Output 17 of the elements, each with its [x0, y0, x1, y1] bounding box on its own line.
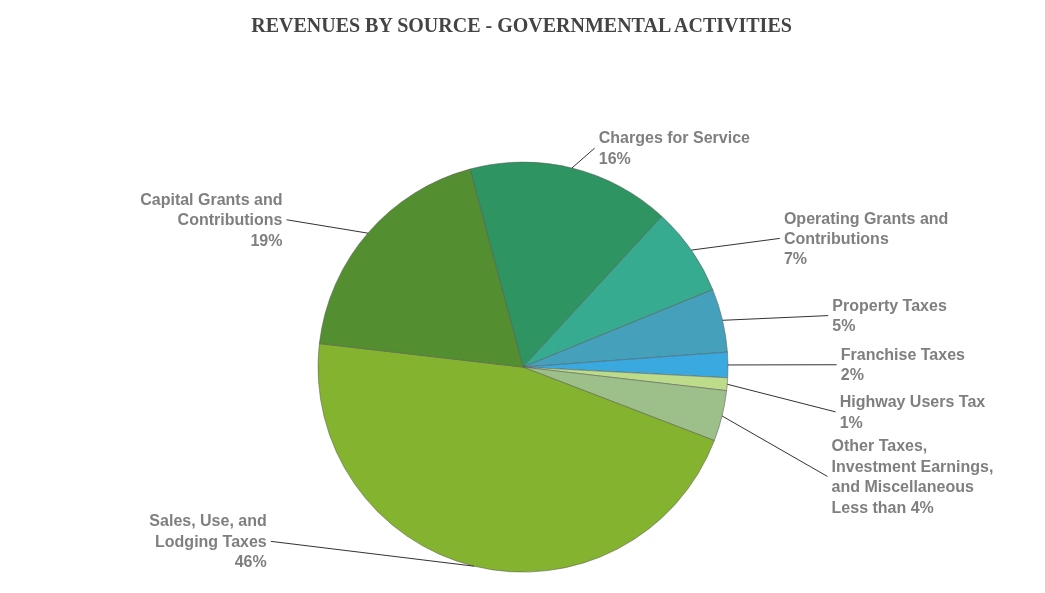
- data-label: 1%: [839, 413, 863, 431]
- slice-label: Operating Grants and Contributions: [783, 209, 949, 247]
- data-label: 5%: [832, 317, 856, 335]
- data-label: 19%: [250, 231, 283, 249]
- slice-label: Property Taxes: [832, 296, 947, 314]
- data-label: 7%: [783, 250, 808, 268]
- slice-label: Charges for Service: [598, 129, 751, 147]
- data-label: Less than 4%: [831, 498, 934, 516]
- data-label: 46%: [234, 553, 267, 571]
- slice-label: Capital Grants and Contributions: [140, 190, 283, 229]
- slice-label: Other Taxes, Investment Earnings, and Miscellaneous: [831, 437, 994, 496]
- data-label: 2%: [840, 366, 864, 384]
- slice-label: Sales, Use, and Lodging Taxes: [149, 512, 267, 550]
- chart-title: REVENUES BY SOURCE - GOVERNMENTAL ACTIVITIES: [251, 13, 792, 36]
- slice-label: Highway Users Tax: [839, 393, 986, 411]
- data-label: 16%: [598, 149, 631, 167]
- slice-label: Franchise Taxes: [840, 346, 966, 364]
